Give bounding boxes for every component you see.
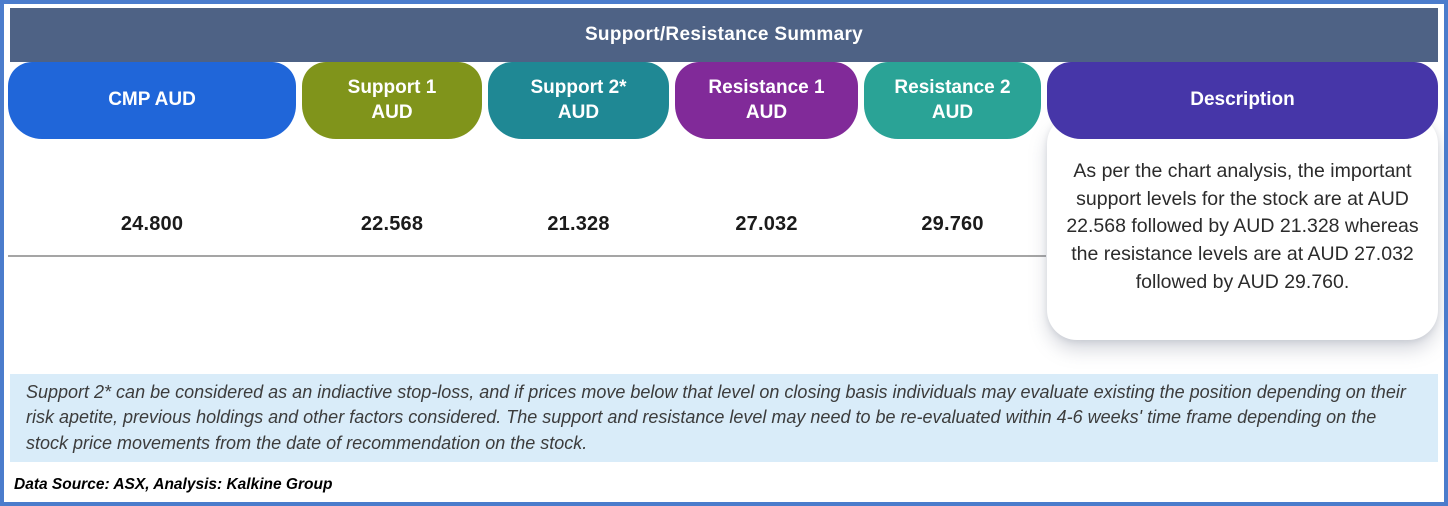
column-header-row: CMP AUD Support 1 AUD Support 2* AUD Res… <box>8 62 1438 139</box>
values-row: 24.800 22.568 21.328 27.032 29.760 <box>8 204 1438 244</box>
resistance2-value: 29.760 <box>921 212 984 235</box>
column-header-label: Resistance 2 AUD <box>894 76 1011 123</box>
column-header-cmp: CMP AUD <box>8 62 296 139</box>
table-title: Support/Resistance Summary <box>584 24 864 45</box>
support1-value: 22.568 <box>360 212 424 235</box>
table-title-bar: Support/Resistance Summary <box>10 8 1438 62</box>
column-header-support2: Support 2* AUD <box>488 62 669 139</box>
column-header-label: Description <box>1190 89 1295 111</box>
resistance1-value: 27.032 <box>735 212 798 235</box>
values-row-spacer <box>1047 204 1438 244</box>
column-header-label: CMP AUD <box>108 89 196 111</box>
disclaimer-note-box: Support 2* can be considered as an india… <box>10 374 1438 462</box>
column-header-label: Support 2* AUD <box>530 76 627 123</box>
column-header-resistance1: Resistance 1 AUD <box>675 62 858 139</box>
description-text: As per the chart analysis, the important… <box>1066 160 1419 293</box>
column-header-resistance2: Resistance 2 AUD <box>864 62 1041 139</box>
data-source-line: Data Source: ASX, Analysis: Kalkine Grou… <box>14 476 333 493</box>
support2-value: 21.328 <box>547 212 610 235</box>
column-header-label: Support 1 AUD <box>347 76 437 123</box>
column-header-label: Resistance 1 AUD <box>708 76 825 123</box>
row-divider <box>8 255 1046 257</box>
disclaimer-note-text: Support 2* can be considered as an india… <box>26 382 1406 453</box>
column-header-description: Description <box>1047 62 1438 139</box>
description-card: As per the chart analysis, the important… <box>1047 114 1438 340</box>
column-header-support1: Support 1 AUD <box>302 62 482 139</box>
cmp-value: 24.800 <box>120 212 184 235</box>
